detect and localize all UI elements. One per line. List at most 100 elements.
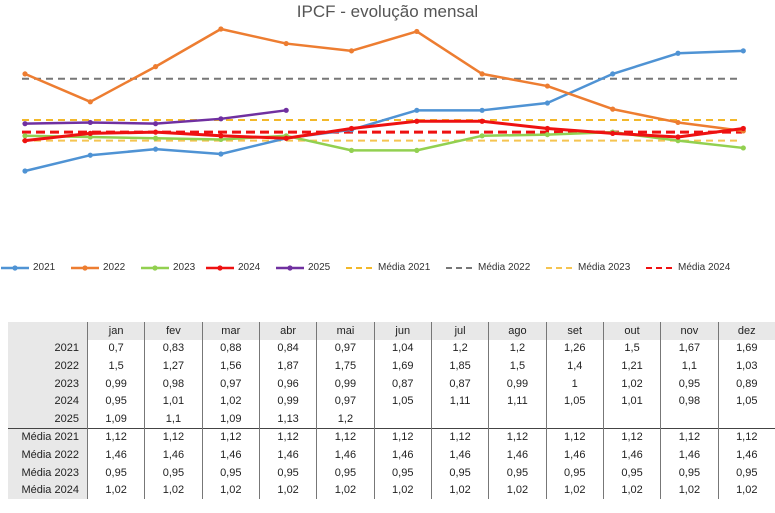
table-cell: 1,11 — [430, 392, 489, 410]
data-point-2025-abr — [218, 116, 224, 122]
data-point-2022-mar — [153, 64, 159, 70]
series-line-2021 — [24, 49, 744, 173]
table-cell: 1,5 — [488, 357, 547, 375]
data-point-2024-dez — [740, 125, 746, 132]
series-line-2022 — [24, 27, 744, 133]
data-point-2023-set — [544, 131, 551, 138]
table-cell: 1,02 — [316, 481, 375, 499]
legend-item-media-2024: Média 2024 — [645, 262, 730, 273]
table-header-row: jan fev mar abr mai jun jul ago set out nov dez — [8, 322, 775, 340]
legend-swatch-media-2023 — [546, 266, 574, 269]
table-cell: 1,67 — [660, 339, 719, 358]
data-point-2024-abr — [218, 133, 224, 139]
table-cell: 1,03 — [717, 357, 775, 375]
table-row: Média 2023 0,95 0,95 0,95 0,95 0,95 0,95 0,95 0,… — [8, 463, 775, 482]
data-point-2022-abr — [218, 26, 224, 32]
table-cell: 1,02 — [201, 481, 260, 499]
table-cell: 0,98 — [144, 374, 203, 393]
data-point-2023-jul — [414, 147, 420, 153]
table-cell: 0,95 — [316, 463, 375, 482]
table-cell: 1,46 — [316, 446, 375, 464]
data-point-2021-out — [610, 71, 616, 77]
legend-swatch-2025 — [276, 264, 304, 271]
table-cell: 0,97 — [201, 374, 260, 393]
table-cell: 0,83 — [144, 339, 203, 358]
table-cell: 1,02 — [660, 481, 719, 499]
table-cell: 0,98 — [660, 392, 719, 410]
column-header-jul: jul — [430, 322, 489, 340]
table-row: Média 2021 1,12 1,12 1,12 1,12 1,12 1,12 1,12 1,… — [8, 427, 775, 447]
table-cell: 0,95 — [545, 463, 604, 482]
legend-label: 2023 — [173, 262, 196, 273]
table-cell: 1,46 — [144, 446, 203, 464]
table-cell: 1,02 — [201, 392, 260, 410]
table-cell: 1,09 — [201, 409, 260, 429]
table-cell: 1,12 — [430, 427, 489, 447]
legend-label: Média 2023 — [578, 262, 631, 273]
row-label: 2023 — [8, 374, 88, 393]
table-cell: 1,46 — [201, 446, 260, 464]
table-cell: 0,95 — [717, 463, 775, 482]
row-label: Média 2022 — [8, 446, 88, 464]
legend-swatch-2023 — [141, 264, 169, 271]
data-point-2023-mar — [153, 135, 159, 141]
data-table: jan fev mar abr mai jun jul ago set out nov dez 202… — [8, 322, 775, 499]
table-cell: 0,95 — [86, 392, 145, 410]
table-cell: 0,96 — [258, 374, 317, 393]
table-cell: 1,02 — [430, 481, 489, 499]
legend-label: 2021 — [33, 262, 56, 273]
table-cell: 1,5 — [602, 339, 661, 358]
chart-title: IPCF - evolução mensal — [296, 2, 479, 21]
table-cell: 0,95 — [660, 374, 719, 393]
table-cell: 0,84 — [258, 339, 317, 358]
legend-label: 2024 — [238, 262, 261, 273]
table-cell: 0,99 — [258, 392, 317, 410]
legend-item-2021: 2021 — [0, 262, 55, 273]
table-cell: 1,12 — [488, 427, 547, 447]
column-header-set: set — [545, 322, 604, 340]
table-cell — [602, 409, 661, 429]
table-cell — [488, 409, 547, 429]
column-header-fev: fev — [144, 322, 203, 340]
table-cell: 1,12 — [86, 427, 145, 447]
table-cell: 0,97 — [316, 392, 375, 410]
data-point-2024-jan — [22, 138, 28, 144]
column-header-dez: dez — [717, 322, 775, 340]
data-point-2025-mar — [153, 121, 159, 127]
table-cell: 1,02 — [144, 481, 203, 499]
data-point-2025-mai — [283, 107, 289, 113]
table-cell: 1,11 — [488, 392, 547, 410]
table-cell: 0,95 — [488, 463, 547, 482]
data-point-2024-jul — [414, 118, 420, 124]
table-cell: 1,46 — [717, 446, 775, 464]
data-point-2023-ago — [479, 133, 485, 139]
data-point-2024-nov — [675, 134, 681, 140]
data-point-2021-ago — [479, 107, 485, 113]
table-cell: 1,12 — [316, 427, 375, 447]
table-cell: 1,12 — [144, 427, 203, 447]
legend-item-2022: 2022 — [70, 262, 125, 273]
table-cell: 1,02 — [717, 481, 775, 499]
table-cell: 1,5 — [86, 357, 145, 375]
table-cell: 1,12 — [545, 427, 604, 447]
legend-label: 2025 — [308, 262, 331, 273]
legend-item-media-2023: Média 2023 — [545, 262, 630, 273]
data-point-2024-set — [544, 125, 551, 132]
table-cell: 0,99 — [86, 374, 145, 393]
column-header-mar: mar — [201, 322, 260, 340]
table-cell: 1 — [545, 374, 604, 393]
table-cell: 1,2 — [316, 409, 375, 429]
table-cell: 0,95 — [430, 463, 489, 482]
data-point-2023-jan — [22, 133, 28, 139]
table-cell: 1,46 — [86, 446, 145, 464]
column-header-jun: jun — [373, 322, 432, 340]
row-label: 2022 — [8, 357, 88, 375]
legend-item-2024: 2024 — [205, 262, 260, 273]
row-label: Média 2023 — [8, 463, 88, 482]
table-cell: 1,46 — [430, 446, 489, 464]
table-cell: 0,87 — [373, 374, 432, 393]
table-cell: 1,2 — [430, 339, 489, 358]
data-point-2023-jun — [348, 147, 355, 153]
legend-item-media-2022: Média 2022 — [445, 262, 530, 273]
table-cell — [660, 409, 719, 429]
